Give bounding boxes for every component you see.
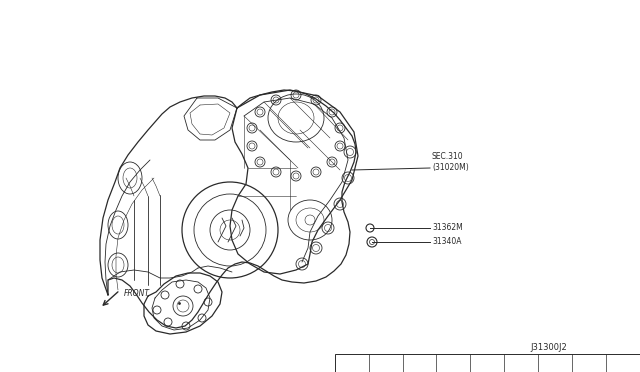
Text: 31362M: 31362M xyxy=(432,224,463,232)
Text: SEC.310
(31020M): SEC.310 (31020M) xyxy=(432,152,468,172)
Text: 31340A: 31340A xyxy=(432,237,461,247)
Text: FRONT: FRONT xyxy=(124,289,150,298)
Bar xyxy=(335,354,640,372)
Text: J31300J2: J31300J2 xyxy=(530,343,567,353)
